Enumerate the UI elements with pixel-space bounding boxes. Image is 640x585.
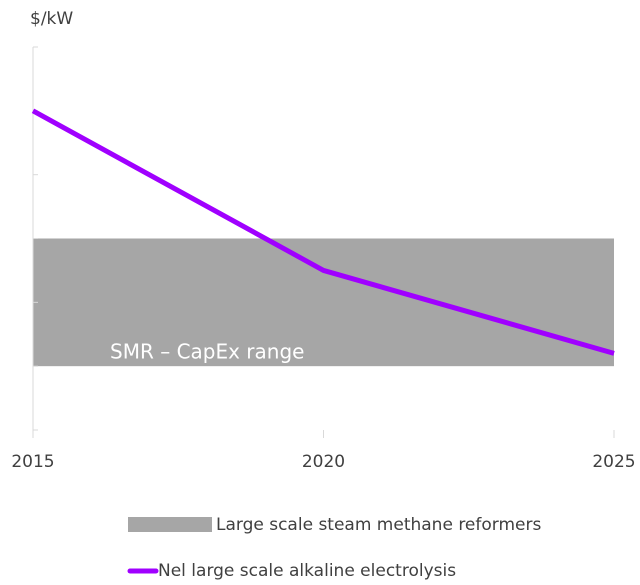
legend-label: Large scale steam methane reformers [216, 515, 541, 535]
x-tick-label: 2015 [11, 452, 54, 472]
x-tick-label: 2025 [592, 452, 635, 472]
band [33, 238, 614, 367]
legend-swatch [128, 517, 212, 532]
y-axis-label: $/kW [30, 9, 73, 29]
series-line [31, 108, 615, 356]
legend-label: Nel large scale alkaline electrolysis [158, 561, 456, 581]
annotation: SMR – CapEx range [110, 340, 304, 364]
x-tick-label: 2020 [302, 452, 345, 472]
